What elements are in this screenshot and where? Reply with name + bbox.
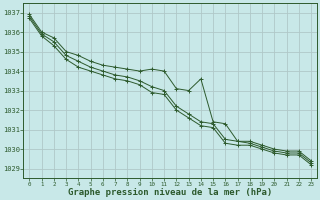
X-axis label: Graphe pression niveau de la mer (hPa): Graphe pression niveau de la mer (hPa)	[68, 188, 272, 197]
